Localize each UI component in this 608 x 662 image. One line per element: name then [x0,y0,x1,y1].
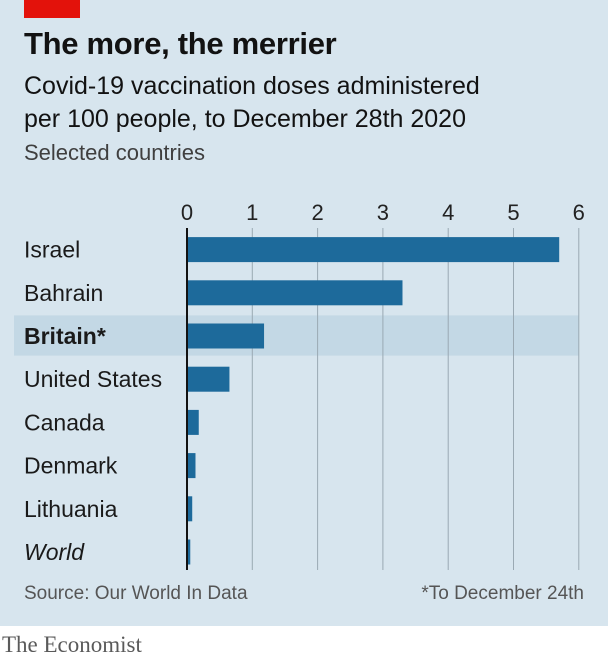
chart-subtitle: Covid-19 vaccination doses administered … [24,70,604,136]
source-note: Source: Our World In Data [24,583,248,604]
bar [187,453,196,479]
category-label: Bahrain [24,280,103,306]
bar [187,496,193,522]
category-label: Denmark [24,453,118,479]
footnote: *To December 24th [421,583,584,604]
bar [187,366,230,392]
chart-title: The more, the merrier [24,26,337,61]
x-tick-label: 4 [442,200,454,225]
bar [187,323,265,349]
category-label: United States [24,366,162,392]
x-tick-label: 3 [377,200,389,225]
x-tick-label: 5 [507,200,519,225]
x-tick-label: 0 [181,200,193,225]
bar [187,237,560,263]
bar-chart: 0 1 2 3 4 5 6 Israel Bahrain Britain* United State… [14,200,585,570]
bar [187,539,191,565]
category-label: Canada [24,409,105,435]
x-tick-label: 1 [246,200,258,225]
chart-subtitle-line-2: per 100 people, to December 28th 2020 [24,105,466,133]
chart-note: Selected countries [24,140,205,165]
category-label: Britain* [24,323,106,349]
brand-logo-text: The Economist [2,632,142,657]
bar [187,409,199,435]
x-tick-label: 2 [311,200,323,225]
brand-red-tag [24,0,80,18]
category-label: Lithuania [24,496,118,522]
x-tick-label: 6 [573,200,585,225]
chart-subtitle-line-1: Covid-19 vaccination doses administered [24,72,480,100]
chart-panel [0,0,608,626]
highlight-band [14,315,579,356]
category-label: World [24,539,85,565]
category-label: Israel [24,237,80,263]
bar [187,280,403,306]
